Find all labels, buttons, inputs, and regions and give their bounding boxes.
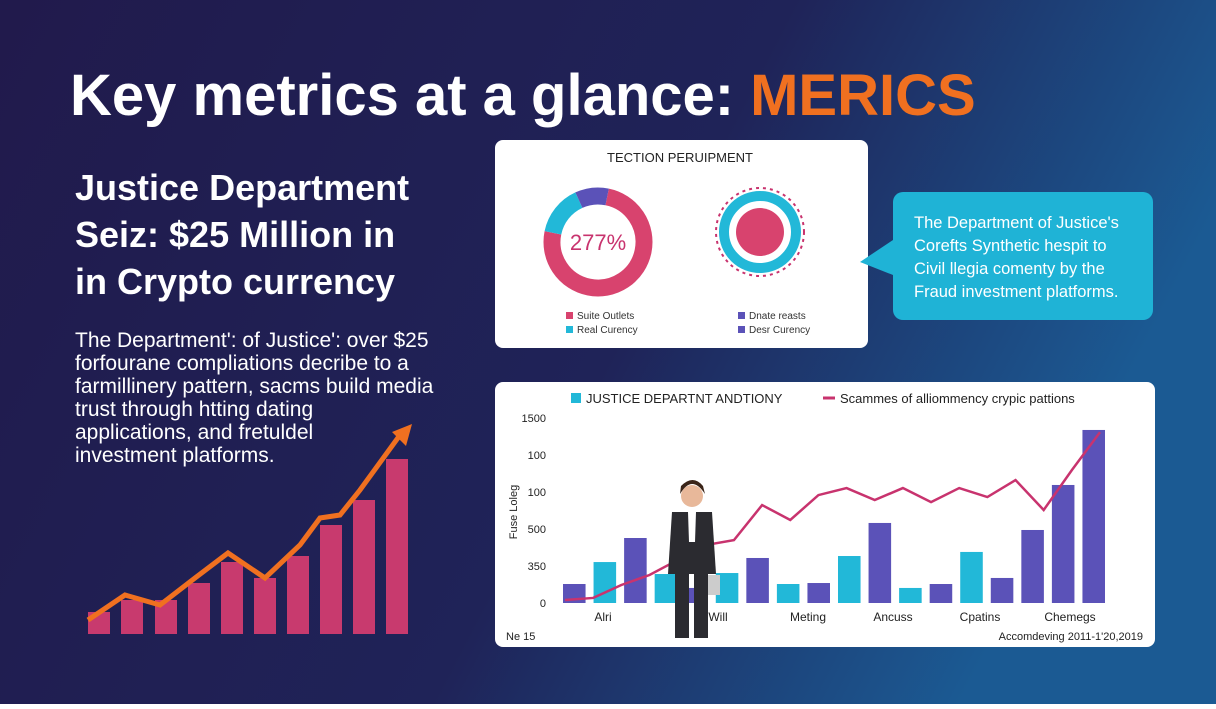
title-accent: MERICS bbox=[750, 63, 976, 128]
callout-line: Fraud investment platforms. bbox=[914, 283, 1119, 301]
bar bbox=[715, 573, 739, 603]
bar bbox=[776, 584, 800, 603]
y-tick-label: 100 bbox=[528, 487, 546, 499]
bar bbox=[746, 557, 769, 603]
bar bbox=[899, 587, 922, 603]
y-axis-title: Fuse Loleg bbox=[508, 485, 520, 539]
person-part bbox=[668, 512, 716, 574]
callout-line: The Department of Justice's bbox=[914, 214, 1119, 232]
donut-segment bbox=[544, 192, 583, 235]
headline-line: Justice Department bbox=[75, 167, 409, 208]
legend-swatch bbox=[566, 312, 573, 319]
person-part bbox=[708, 575, 720, 595]
title: Key metrics at a glance: bbox=[70, 63, 734, 128]
x-tick-label: Chemegs bbox=[1044, 610, 1095, 624]
x-tick-label: Cpatins bbox=[960, 610, 1001, 624]
legend-swatch bbox=[566, 326, 573, 333]
bar bbox=[1021, 529, 1044, 603]
person-part bbox=[688, 512, 696, 542]
y-tick-label: 0 bbox=[540, 598, 546, 610]
legend-swatch bbox=[738, 326, 745, 333]
bar bbox=[960, 551, 983, 603]
legend-label: Desr Curency bbox=[749, 325, 810, 336]
bar bbox=[868, 522, 892, 603]
bar bbox=[990, 577, 1014, 603]
legend-label: Real Curency bbox=[577, 325, 638, 336]
y-tick-label: 500 bbox=[528, 524, 546, 536]
person-part bbox=[694, 572, 708, 638]
bar bbox=[593, 562, 617, 603]
donut-title: TECTION PERUIPMENT bbox=[607, 150, 753, 165]
body-line: trust through htting dating bbox=[75, 398, 313, 421]
person-part bbox=[675, 572, 689, 638]
bar bbox=[807, 583, 830, 603]
bar bbox=[1082, 429, 1105, 603]
bar bbox=[654, 574, 678, 603]
bar bbox=[1051, 484, 1075, 603]
footnote: Ne 15 bbox=[506, 631, 535, 643]
donut-center: 277% bbox=[570, 230, 626, 255]
decorative-chart bbox=[86, 424, 412, 634]
person-figure bbox=[668, 480, 720, 638]
callout-line: Corefts Synthetic hespit to bbox=[914, 237, 1107, 255]
donut-segment bbox=[543, 188, 653, 297]
bar bbox=[624, 538, 647, 603]
body-line: applications, and fretuldel bbox=[75, 421, 313, 444]
x-tick-label: Ancuss bbox=[873, 610, 912, 624]
bar bbox=[838, 556, 861, 603]
callout-pointer bbox=[860, 240, 893, 275]
body-line: The Department': of Justice': over $25 bbox=[75, 329, 429, 352]
person-part bbox=[681, 485, 703, 507]
body-line: investment platforms. bbox=[75, 444, 275, 467]
bar bbox=[929, 584, 953, 603]
callout-line: Civil llegia comenty by the bbox=[914, 260, 1105, 278]
callout bbox=[893, 192, 1153, 320]
y-tick-label: 1500 bbox=[522, 413, 546, 425]
x-tick-label: Alri bbox=[594, 610, 611, 624]
headline-line: in Crypto currency bbox=[75, 261, 395, 302]
x-tick-label: Will bbox=[708, 610, 727, 624]
person-part bbox=[680, 480, 705, 494]
footnote: Accomdeving 2011-1'20,2019 bbox=[999, 631, 1143, 643]
donut-segment bbox=[575, 187, 609, 209]
legend-swatch bbox=[571, 393, 581, 403]
legend-label: Scammes of alliommency crypic pattions bbox=[840, 391, 1075, 406]
legend-label: Suite Outlets bbox=[577, 311, 634, 322]
legend-label: JUSTICE DEPARTNT ANDTIONY bbox=[586, 391, 783, 406]
y-tick-label: 350 bbox=[528, 561, 546, 573]
legend-label: Dnate reasts bbox=[749, 311, 806, 322]
body-line: farmillinery pattern, sacms build media bbox=[75, 375, 434, 398]
y-tick-label: 100 bbox=[528, 450, 546, 462]
x-tick-label: Meting bbox=[790, 610, 826, 624]
body-line: forfourane compliations decribe to a bbox=[75, 352, 409, 375]
legend-swatch bbox=[738, 312, 745, 319]
line-series bbox=[564, 431, 1102, 602]
headline-line: Seiz: $25 Million in bbox=[75, 214, 395, 255]
radial-graphic bbox=[715, 187, 805, 277]
